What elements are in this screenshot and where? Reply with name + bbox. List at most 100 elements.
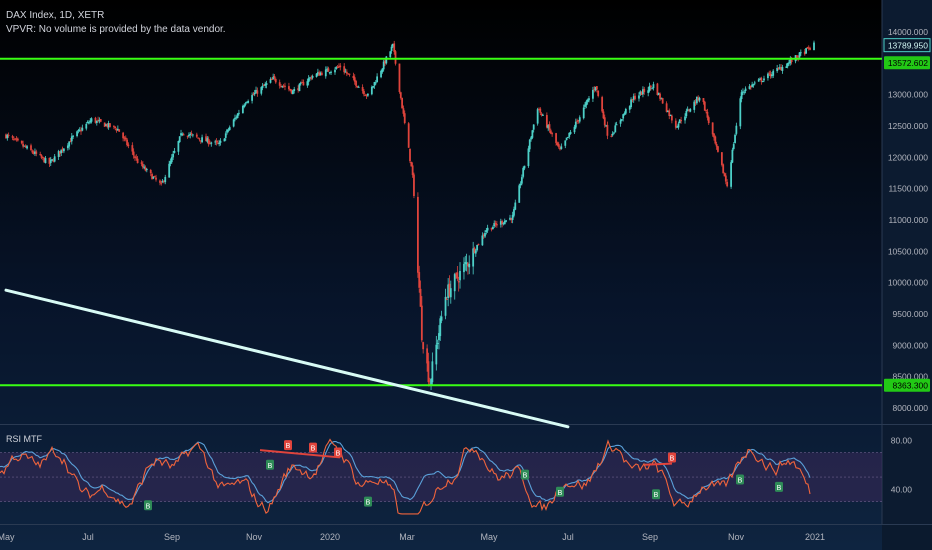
candle-body	[31, 150, 34, 153]
candle-body	[501, 221, 504, 225]
candle-body	[161, 181, 164, 183]
candle-body	[34, 151, 36, 154]
candle-body	[416, 196, 419, 273]
candle-body	[459, 271, 461, 281]
candle-body	[61, 148, 64, 151]
candle-body	[348, 73, 351, 75]
time-tick-label: Nov	[246, 532, 263, 542]
candle-body	[209, 143, 211, 145]
candle-body	[453, 274, 456, 292]
candle-body	[30, 145, 32, 151]
candle-body	[32, 152, 35, 154]
candle-body	[628, 106, 631, 110]
candle-body	[40, 155, 43, 158]
candle-body	[722, 164, 725, 174]
candle-body	[344, 71, 347, 73]
candle-body	[778, 67, 781, 69]
candle-body	[12, 138, 15, 140]
upper-level-label: 13572.602	[888, 58, 928, 68]
rsi-signal-tag	[266, 459, 274, 470]
candle-body	[614, 125, 617, 133]
candle-body	[311, 76, 314, 78]
candle-body	[642, 89, 644, 95]
candle-body	[731, 149, 734, 163]
candle-body	[751, 84, 754, 87]
candle-body	[759, 78, 761, 80]
candle-body	[216, 142, 219, 144]
candle-body	[530, 137, 532, 140]
time-tick-label: Jul	[562, 532, 574, 542]
candle-body	[352, 75, 355, 79]
candle-body	[584, 104, 586, 107]
candle-body	[695, 96, 698, 104]
candle-body	[243, 105, 246, 107]
candle-body	[76, 131, 78, 137]
candle-body	[382, 61, 385, 70]
rsi-signal-text: B	[738, 478, 743, 485]
candle-body	[324, 69, 327, 77]
candle-body	[164, 176, 167, 183]
candle-body	[536, 109, 539, 124]
price-scale-background[interactable]	[882, 0, 932, 524]
candle-body	[786, 63, 789, 67]
candle-body	[585, 101, 588, 106]
candle-body	[564, 140, 567, 146]
candle-body	[456, 272, 459, 279]
candle-body	[407, 123, 410, 148]
candle-body	[155, 177, 157, 180]
candle-body	[24, 145, 27, 148]
rsi-signal-tag	[521, 469, 529, 480]
candle-body	[532, 124, 535, 130]
candle-body	[689, 109, 692, 112]
rsi-fast-line	[0, 438, 811, 515]
candle-body	[623, 113, 626, 115]
candle-body	[270, 78, 273, 80]
candle-body	[105, 124, 107, 126]
candle-body	[98, 119, 101, 122]
rsi-signal-tag	[364, 496, 372, 507]
price-tick-label: 10000.000	[888, 278, 928, 288]
candle-body	[769, 73, 772, 77]
rsi-signal-tag	[309, 442, 317, 453]
candle-body	[168, 163, 171, 178]
candle-body	[347, 73, 350, 75]
candle-body	[53, 156, 56, 162]
candle-body	[265, 83, 268, 85]
candle-body	[170, 157, 173, 163]
candle-body	[197, 137, 200, 139]
candle-body	[531, 130, 534, 138]
candle-body	[393, 43, 396, 52]
candle-body	[334, 69, 336, 73]
candle-body	[448, 283, 451, 297]
candle-body	[363, 91, 365, 95]
candle-body	[447, 284, 450, 299]
candle-body	[652, 84, 655, 89]
candle-body	[798, 52, 801, 58]
candle-body	[490, 227, 493, 230]
candle-body	[227, 129, 230, 131]
time-tick-label: Nov	[728, 532, 745, 542]
candle-body	[318, 72, 321, 76]
candle-body	[336, 67, 339, 69]
candle-body	[659, 93, 661, 99]
candle-body	[677, 123, 680, 128]
candle-body	[656, 83, 659, 95]
candle-body	[413, 174, 415, 197]
candle-body	[556, 142, 559, 145]
rsi-signal-text: B	[523, 473, 528, 480]
candle-body	[610, 135, 613, 137]
candle-body	[707, 117, 710, 124]
candle-body	[499, 221, 502, 225]
candle-body	[777, 67, 780, 69]
candle-body	[505, 220, 507, 222]
candle-body	[620, 119, 623, 121]
candle-body	[394, 51, 397, 64]
candle-body	[518, 185, 521, 203]
candle-body	[310, 77, 313, 79]
candle-body	[567, 136, 569, 138]
candle-body	[103, 122, 106, 127]
candle-body	[145, 169, 148, 171]
candle-body	[85, 123, 88, 129]
candle-body	[238, 112, 240, 114]
